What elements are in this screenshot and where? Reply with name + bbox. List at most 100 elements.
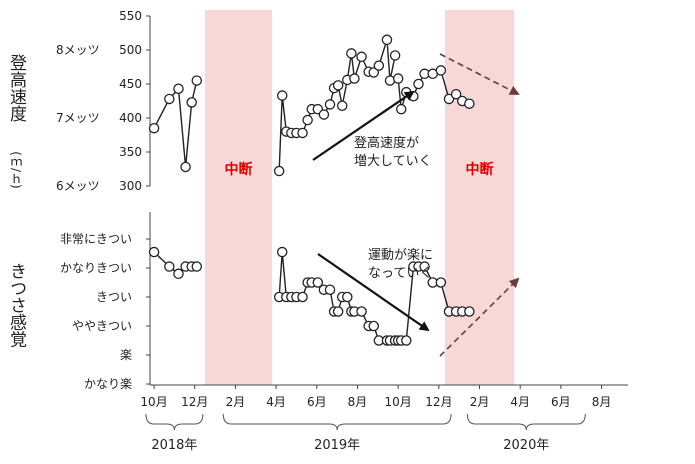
mets-label: 7メッツ	[56, 111, 100, 125]
exertion-category-label: ややきつい	[72, 319, 132, 333]
speed-y-tick-label: 500	[119, 43, 142, 57]
speed-axis-title-unit: (ｍ/ｈ)	[9, 151, 23, 188]
speed-y-tick-label: 400	[119, 111, 142, 125]
speed-point	[392, 73, 404, 84]
interruption-label-2: 中断	[466, 161, 494, 178]
exertion-category-label: きつい	[96, 290, 132, 304]
easier-arrow	[317, 253, 430, 332]
exertion-point	[435, 277, 447, 288]
x-tick-label: 10月	[140, 395, 167, 409]
exertion-point	[191, 261, 203, 272]
interruption-band-1	[204, 10, 273, 385]
exertion-point	[368, 320, 379, 332]
speed-y-tick-label: 300	[119, 179, 142, 193]
exertion-point	[419, 261, 430, 272]
x-tick-label: 2月	[470, 395, 490, 409]
speed-point	[395, 103, 407, 115]
exertion-point	[312, 277, 324, 288]
speed-point	[381, 34, 393, 46]
speed-line-segment-1	[153, 80, 198, 168]
interruption-label-1: 中断	[224, 161, 252, 178]
year-label: 2020年	[503, 438, 549, 453]
speed-up-arrow	[312, 90, 415, 161]
resume-exertion-dashed-arrow	[439, 277, 520, 357]
speed-point	[368, 67, 379, 78]
x-tick-label: 4月	[510, 395, 530, 409]
speed-axis-title: 登高速度 (ｍ/ｈ)	[6, 54, 27, 189]
speed-panel: 300 350 400 450 500 550 8メッツ 7メッツ 6メッツ	[56, 9, 475, 193]
speed-point	[302, 114, 313, 126]
speed-axis-title-main: 登高速度	[6, 54, 27, 122]
speed-point	[191, 75, 203, 86]
x-tick-label: 10月	[385, 395, 412, 409]
speed-point	[346, 48, 357, 59]
speed-y-tick-label: 450	[119, 77, 142, 91]
speed-point	[389, 50, 401, 61]
exertion-y-ticks	[146, 238, 150, 385]
speed-point	[180, 161, 191, 173]
exertion-point	[342, 291, 353, 303]
x-tick-label: 4月	[266, 395, 286, 409]
exertion-point	[164, 261, 175, 272]
speed-point	[450, 88, 462, 100]
exertion-point	[356, 306, 367, 317]
speed-point	[148, 122, 160, 134]
speed-point	[332, 80, 344, 91]
exertion-axis-title: きつさ感覚	[6, 262, 27, 348]
x-tick-label: 8月	[348, 395, 368, 409]
speed-point	[273, 165, 285, 177]
x-tick-label: 6月	[307, 395, 327, 409]
easier-annotation-line2: なっていく	[368, 266, 432, 281]
interruption-band-2	[444, 10, 515, 385]
resume-speed-dashed-arrow	[439, 53, 520, 95]
speed-point	[356, 51, 367, 63]
year-brace-3	[466, 413, 586, 431]
speed-point	[443, 93, 455, 105]
x-tick-label: 8月	[592, 395, 612, 409]
x-tick-label: 12月	[425, 395, 452, 409]
speed-point	[413, 78, 424, 90]
exertion-category-label: かなりきつい	[60, 261, 132, 275]
speed-point	[435, 65, 447, 76]
speed-point	[276, 90, 288, 101]
exertion-point	[297, 291, 308, 303]
speed-up-annotation-line2: 増大していく	[354, 154, 432, 169]
mets-labels: 8メッツ 7メッツ 6メッツ	[56, 43, 100, 193]
year-label: 2019年	[314, 438, 360, 453]
speed-point	[173, 83, 184, 95]
year-brace-2	[222, 413, 452, 431]
speed-y-ticks: 300 350 400 450 500 550	[119, 9, 150, 193]
speed-point	[464, 98, 475, 109]
x-tick-label: 12月	[181, 395, 208, 409]
easier-annotation-line1: 運動が楽に	[368, 247, 433, 263]
mets-label: 6メッツ	[56, 179, 100, 193]
year-label: 2018年	[151, 438, 197, 453]
speed-point	[297, 127, 308, 139]
speed-point	[186, 97, 197, 108]
exertion-point	[332, 306, 344, 317]
year-brace-1	[145, 413, 204, 431]
exertion-point	[464, 306, 475, 317]
x-tick-label: 6月	[551, 395, 571, 409]
speed-y-tick-label: 550	[119, 9, 142, 23]
interruption-bands: 中断 中断	[204, 10, 515, 385]
exertion-point	[173, 268, 184, 280]
speed-point	[164, 93, 175, 105]
exertion-category-label: 楽	[120, 348, 132, 362]
annotations: 登高速度が 増大していく 運動が楽に なっていく	[312, 53, 520, 357]
speed-point	[318, 109, 330, 120]
exertion-point	[324, 284, 336, 295]
exertion-point	[148, 246, 160, 258]
speed-point	[349, 73, 360, 84]
speed-point	[336, 100, 348, 112]
exertion-point	[401, 335, 412, 346]
mets-label: 8メッツ	[56, 43, 100, 57]
speed-up-annotation-line1: 登高速度が	[354, 135, 419, 151]
x-tick-labels: 10月 12月 2月 4月 6月 8月 10月 12月 2月 4月 6月 8月	[140, 395, 611, 409]
exertion-series-points	[148, 246, 475, 346]
year-braces: 2018年 2019年 2020年	[145, 413, 586, 453]
